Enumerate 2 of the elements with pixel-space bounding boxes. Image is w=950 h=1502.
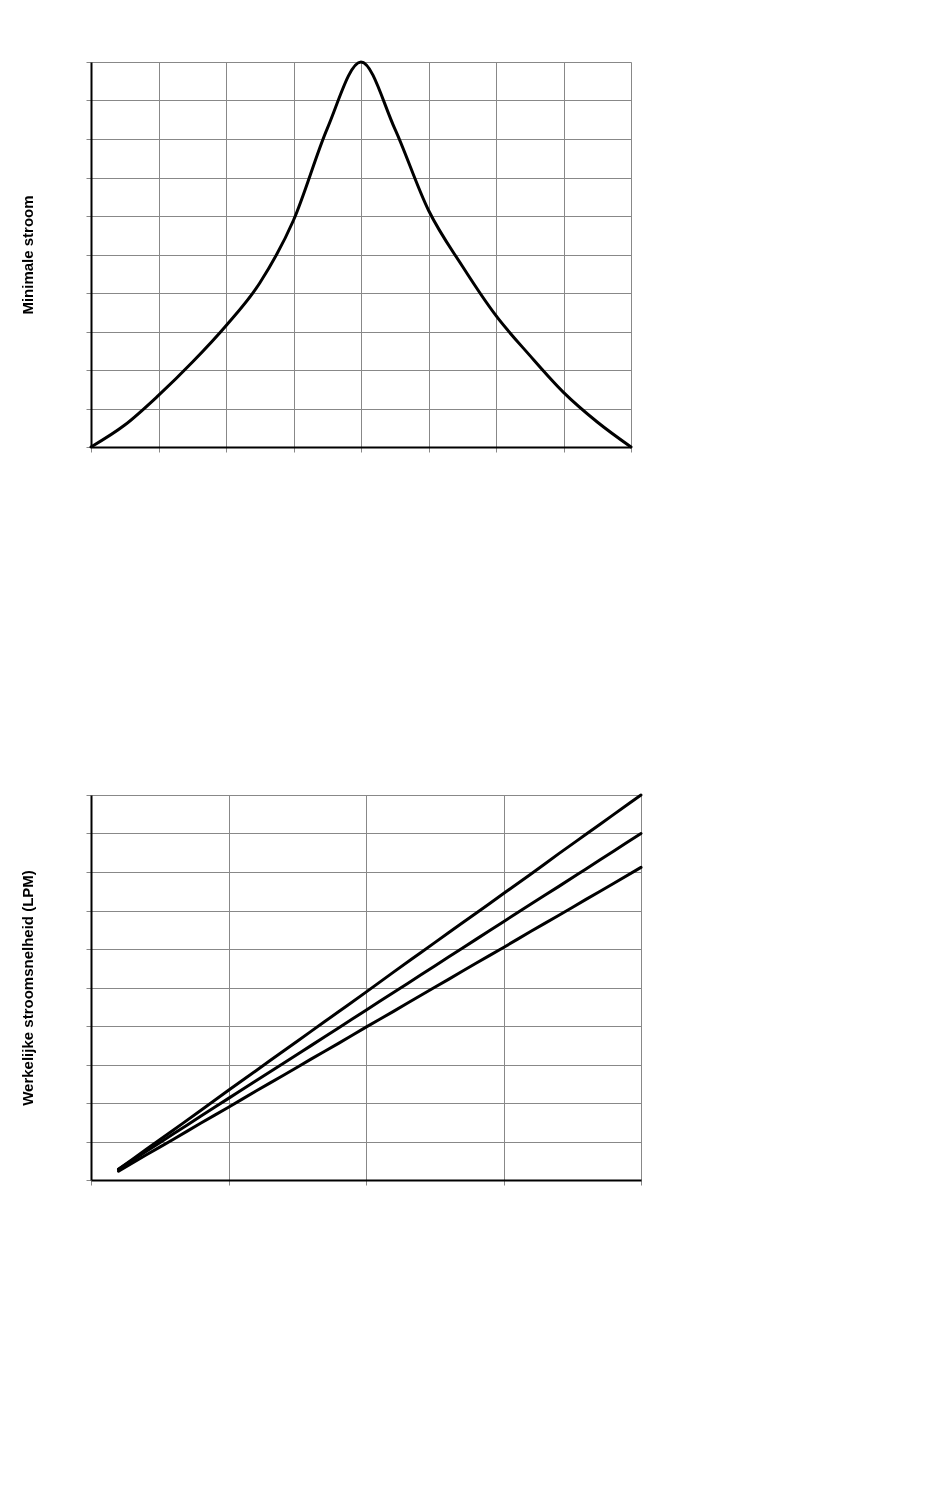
y-axis-title: Werkelijke stroomsnelheid (LPM) bbox=[19, 870, 36, 1106]
y-axis-title: Minimale stroom bbox=[19, 195, 36, 315]
